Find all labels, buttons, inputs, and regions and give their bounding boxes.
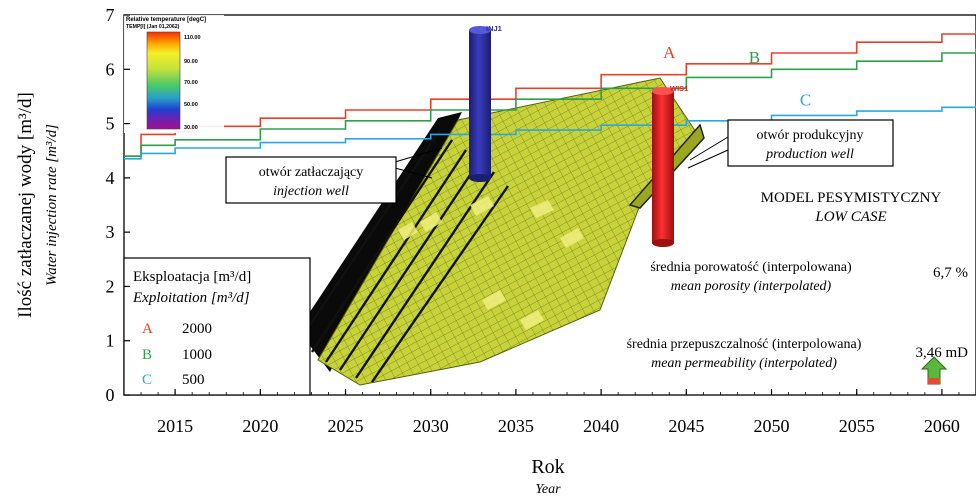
y-tick-label: 5 <box>106 114 115 134</box>
legend-subtitle: Exploitation [m³/d] <box>132 290 250 306</box>
y-tick-label: 0 <box>106 385 115 405</box>
legend-value: 1000 <box>182 347 212 363</box>
reservoir-mesh <box>298 77 705 386</box>
colorbar-title: Relative temperature [degC] <box>126 17 206 23</box>
legend: Eksploatacja [m³/d] Exploitation [m³/d] … <box>123 257 311 396</box>
model-info: MODEL PESYMISTYCZNY LOW CASE średnia por… <box>627 190 969 371</box>
permeability-value: 3,46 mD <box>916 345 969 361</box>
x-tick-label: 2030 <box>413 416 449 436</box>
y-axis: 0 1 2 3 4 5 6 7 <box>106 5 130 405</box>
model-title: MODEL PESYMISTYCZNY <box>761 190 942 206</box>
colorbar-gradient <box>146 31 181 130</box>
x-tick-label: 2050 <box>754 416 790 436</box>
y-tick-label: 1 <box>106 331 115 351</box>
production-well: WIS1 <box>652 84 688 247</box>
x-tick-label: 2040 <box>583 416 619 436</box>
y-axis-title-en: Water injection rate [m³/d] <box>44 124 60 286</box>
colorbar-tick: 90.00 <box>184 59 198 65</box>
series-label-A: A <box>663 43 676 62</box>
permeability-label: średnia przepuszczalność (interpolowana) <box>627 337 862 352</box>
orientation-arrow-icon <box>920 356 948 385</box>
production-callout-en: production well <box>765 147 854 162</box>
y-tick-label: 2 <box>106 276 115 296</box>
injection-well-tag: INJ1 <box>486 24 502 33</box>
colorbar-tick: 30.00 <box>184 125 198 131</box>
injection-well: INJ1 <box>469 24 502 182</box>
porosity-label-en: mean porosity (interpolated) <box>671 279 832 294</box>
y-tick-label: 3 <box>106 222 115 242</box>
x-tick-label: 2055 <box>839 416 875 436</box>
series-line-C <box>124 105 976 160</box>
x-tick-label: 2015 <box>157 416 193 436</box>
model-subtitle: LOW CASE <box>814 209 886 225</box>
porosity-label: średnia porowatość (interpolowana) <box>650 260 852 275</box>
series-line-B <box>124 48 976 157</box>
y-tick-label: 4 <box>106 168 115 188</box>
mesh-shadow <box>298 112 462 372</box>
colorbar-tick: 70.00 <box>184 80 198 86</box>
x-axis-title: Rok <box>531 456 564 478</box>
x-tick-label: 2020 <box>242 416 278 436</box>
legend-key: A <box>142 321 153 337</box>
production-callout-pl: otwór produkcyjny <box>757 128 864 143</box>
production-callout: otwór produkcyjny production well <box>687 119 894 169</box>
production-well-tag: WIS1 <box>670 84 688 93</box>
permeability-label-en: mean permeability (interpolated) <box>651 356 837 371</box>
porosity-value: 6,7 % <box>933 265 968 281</box>
legend-key: C <box>142 372 152 388</box>
series-label-B: B <box>749 48 760 67</box>
colorbar-tick: 50.00 <box>184 102 198 108</box>
colorbar-subtitle: TEMP[I] (Jan 01,2062) <box>126 24 180 30</box>
colorbar-tick: 110.00 <box>184 35 201 41</box>
x-tick-label: 2035 <box>498 416 534 436</box>
x-axis: 2015 2020 2025 2030 2035 2040 2045 2050 2055 2060 <box>123 389 976 436</box>
injection-callout-pl: otwór zatłaczający <box>259 165 364 180</box>
x-tick-label: 2060 <box>924 416 960 436</box>
x-axis-title-en: Year <box>535 482 561 497</box>
injection-callout: otwór zatłaczający injection well <box>225 147 443 204</box>
x-tick-label: 2045 <box>668 416 704 436</box>
colorbar: Relative temperature [degC] TEMP[I] (Jan… <box>124 15 224 133</box>
legend-value: 2000 <box>182 321 212 337</box>
series-label-C: C <box>800 91 811 110</box>
legend-key: B <box>142 347 152 363</box>
y-tick-label: 6 <box>106 59 115 79</box>
legend-value: 500 <box>182 372 205 388</box>
injection-callout-en: injection well <box>273 184 349 199</box>
x-tick-label: 2025 <box>328 416 364 436</box>
y-tick-label: 7 <box>106 5 115 25</box>
legend-title: Eksploatacja [m³/d] <box>133 269 251 285</box>
mesh-highlights <box>398 196 584 330</box>
y-axis-title: Ilość zatłaczanej wody [m³/d] <box>15 92 36 318</box>
